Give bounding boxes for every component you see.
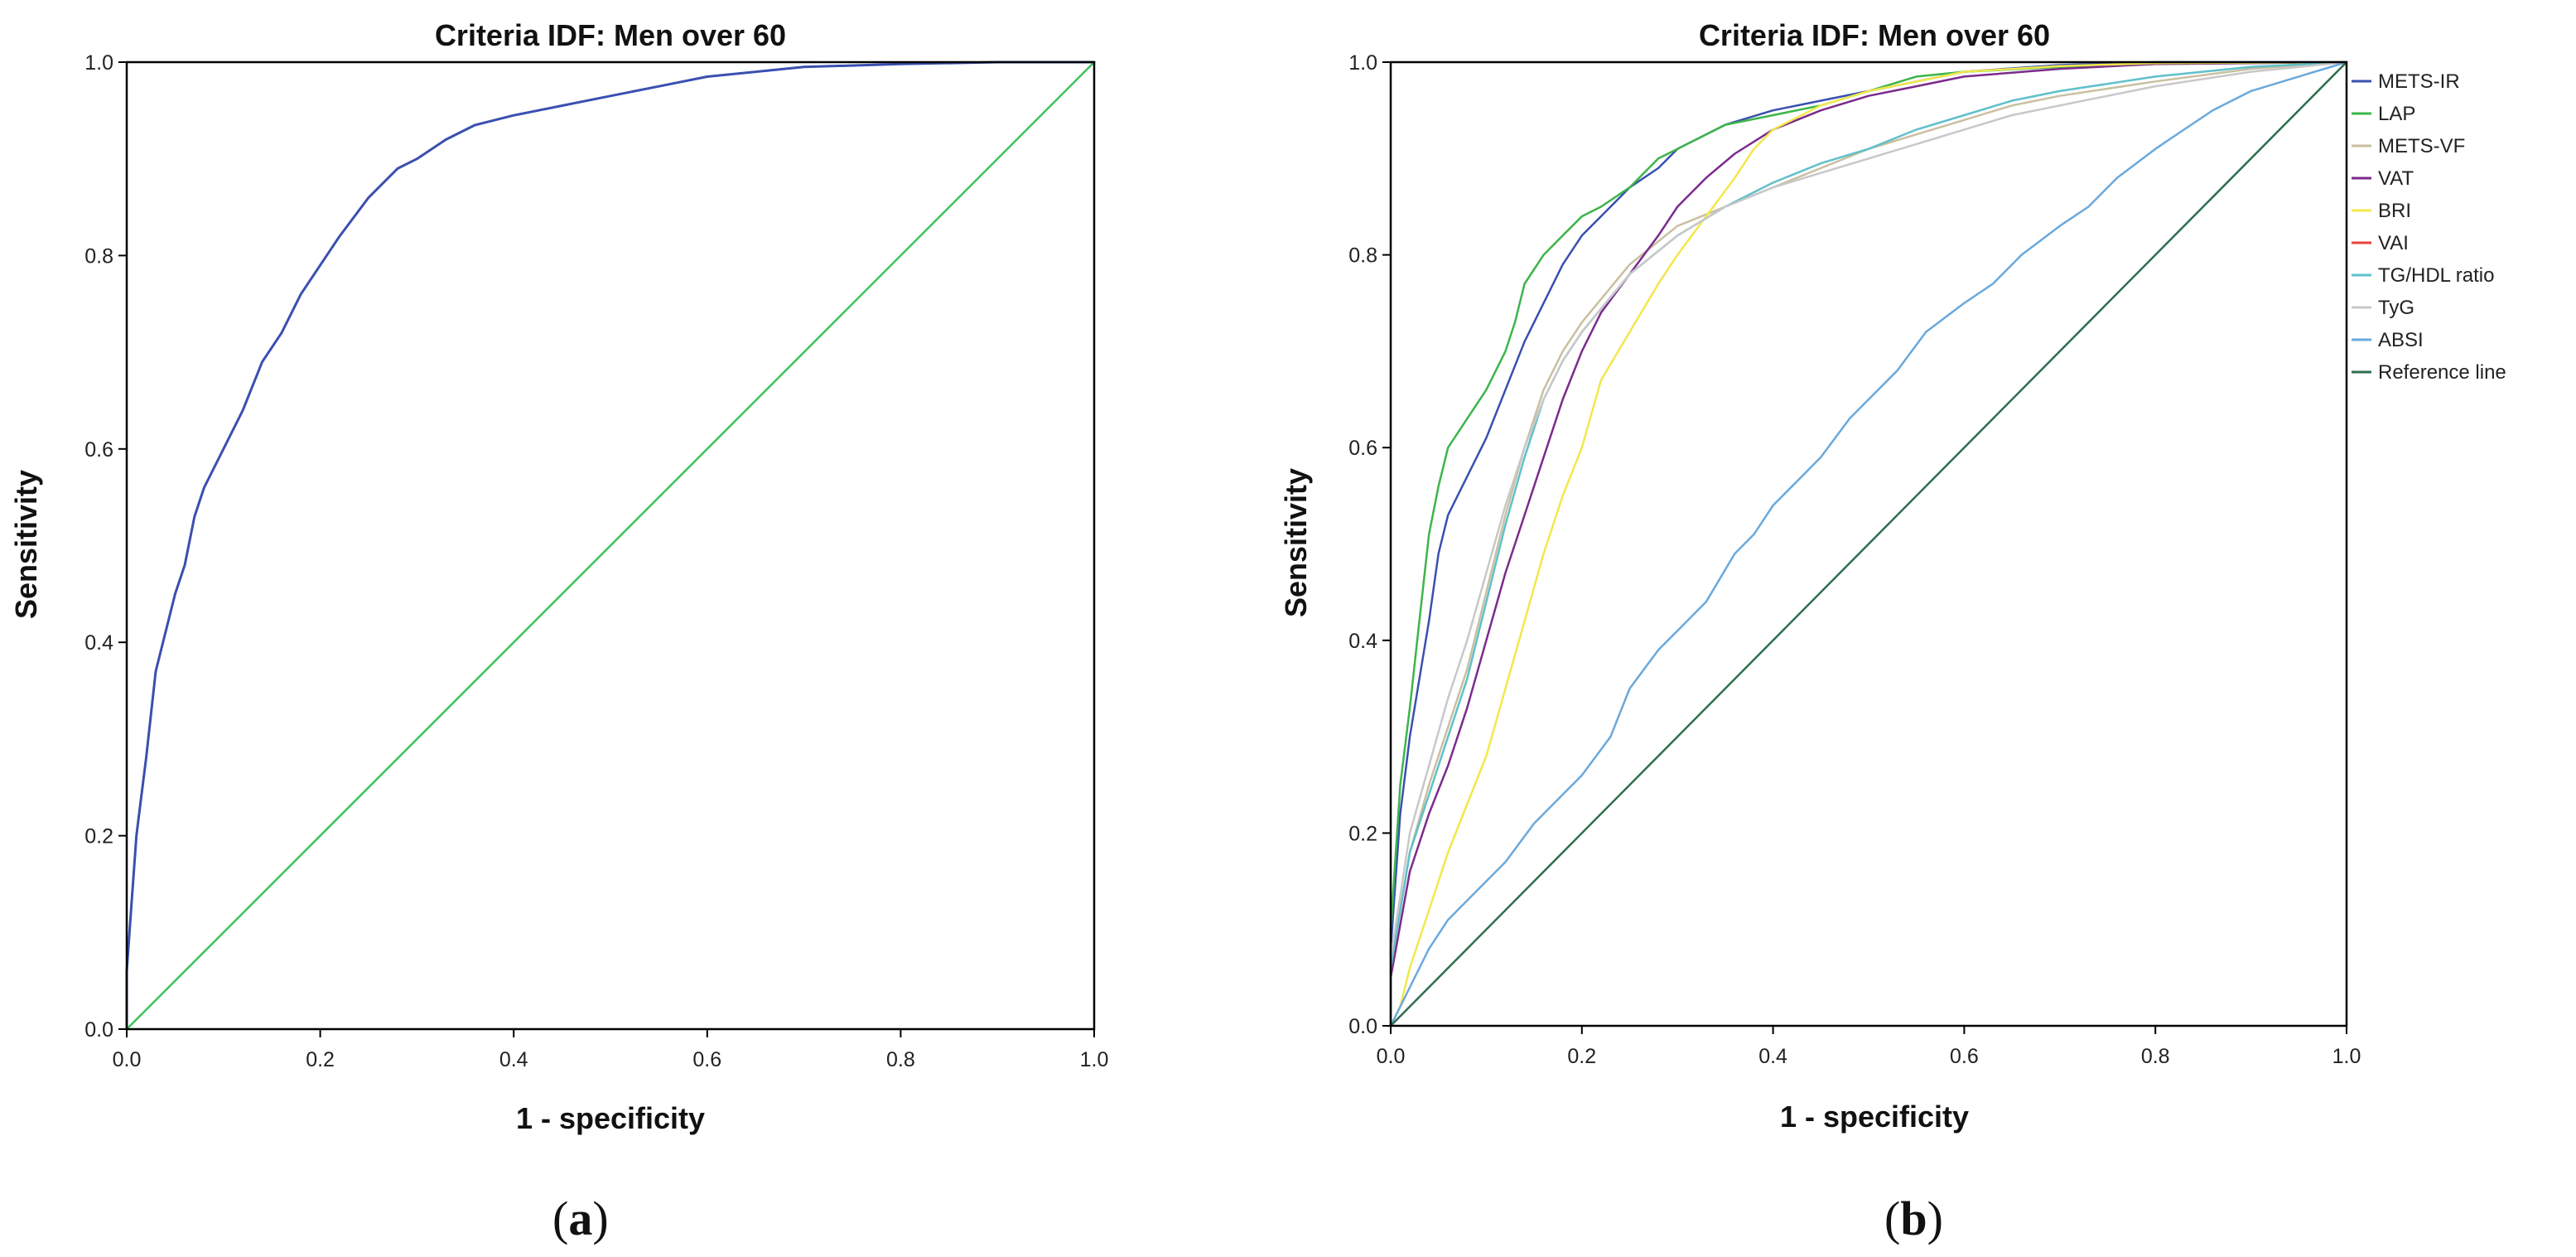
chart-a-xlabel: 1 - specificity [516, 1101, 705, 1135]
legend-label: Reference line [2378, 361, 2506, 384]
chart-b-xtick-label: 1.0 [2332, 1045, 2361, 1068]
legend-label: VAT [2378, 167, 2414, 190]
chart-a-ytick-label: 0.6 [84, 438, 113, 462]
legend-label: TG/HDL ratio [2378, 264, 2494, 287]
chart-a-series-reference-line [125, 60, 1096, 1031]
chart-a: 0.0 0.2 0.4 0.6 0.8 1.0 0.0 0.2 0.4 0.6 0.8 1.0 [84, 51, 1108, 1071]
chart-b-series-vat [1389, 60, 2348, 1027]
caption-b: (b) [1884, 1192, 1943, 1245]
chart-b-xtick-label: 0.8 [2141, 1045, 2170, 1068]
caption-a-open: ( [552, 1192, 568, 1245]
chart-b-series-lap [1389, 60, 2348, 1027]
chart-b-ytick-label: 0.6 [1348, 437, 1377, 460]
chart-b-ytick-label: 0.8 [1348, 244, 1377, 268]
legend-label: METS-IR [2378, 70, 2460, 93]
chart-b-ytick-label: 0.4 [1348, 630, 1377, 653]
chart-b-series-tyg [1389, 60, 2348, 1027]
chart-b-ytick-label: 0.2 [1348, 822, 1377, 845]
caption-a-close: ) [592, 1192, 608, 1245]
legend-label: METS-VF [2378, 135, 2465, 157]
chart-a-frame [125, 60, 1096, 1031]
chart-a-xtick-label: 0.6 [692, 1048, 721, 1071]
chart-b-xtick-label: 0.0 [1377, 1045, 1406, 1068]
chart-b-xtick-label: 0.2 [1567, 1045, 1596, 1068]
chart-b-ytick-label: 0.0 [1348, 1015, 1377, 1038]
chart-a-series-roc-curve [125, 60, 1096, 1031]
legend-label: VAI [2378, 232, 2409, 254]
chart-b-xtick-label: 0.4 [1758, 1045, 1787, 1068]
chart-b-xlabel: 1 - specificity [1780, 1100, 1969, 1134]
chart-a-xtick-label: 0.4 [499, 1048, 528, 1071]
chart-b-legend: METS-IR LAP METS-VF VAT BRI VAI TG/HDL ratio Ty… [2352, 70, 2506, 384]
caption-a-letter: a [568, 1192, 592, 1245]
caption-a: (a) [552, 1192, 609, 1245]
chart-a-xtick-label: 0.2 [306, 1048, 335, 1071]
chart-b-series-mets-vf [1389, 60, 2348, 1027]
chart-a-title: Criteria IDF: Men over 60 [435, 18, 786, 52]
chart-a-ytick-label: 1.0 [84, 51, 113, 75]
chart-b-frame [1389, 60, 2348, 1027]
chart-a-ytick-label: 0.2 [84, 825, 113, 848]
caption-b-close: ) [1927, 1192, 1943, 1245]
chart-b-ylabel: Sensitivity [1279, 468, 1313, 617]
chart-b-series-bri [1389, 60, 2348, 1027]
chart-b-series-absi [1389, 60, 2348, 1027]
legend-label: TyG [2378, 297, 2414, 319]
chart-a-xtick-label: 0.8 [886, 1048, 915, 1071]
chart-a-xtick-label: 0.0 [113, 1048, 142, 1071]
chart-a-ytick-label: 0.8 [84, 244, 113, 268]
chart-b: 0.0 0.2 0.4 0.6 0.8 1.0 0.0 0.2 0.4 0.6 0.8 1.0 METS… [1348, 51, 2506, 1068]
chart-a-xtick-label: 1.0 [1080, 1048, 1109, 1071]
legend-label: LAP [2378, 103, 2415, 125]
chart-b-series-reference-line [1389, 60, 2348, 1027]
plot-layer: 0.0 0.2 0.4 0.6 0.8 1.00.00.20.40.60.81.00.0 0… [84, 51, 2506, 1071]
caption-b-letter: b [1900, 1192, 1927, 1245]
caption-b-open: ( [1884, 1192, 1900, 1245]
chart-b-xtick-label: 0.6 [1950, 1045, 1979, 1068]
chart-a-ytick-label: 0.0 [84, 1018, 113, 1042]
chart-b-title: Criteria IDF: Men over 60 [1699, 18, 2050, 52]
legend-label: ABSI [2378, 329, 2424, 351]
legend-label: BRI [2378, 200, 2411, 222]
chart-a-ytick-label: 0.4 [84, 631, 113, 655]
chart-b-ytick-label: 1.0 [1348, 51, 1377, 75]
chart-a-ylabel: Sensitivity [9, 470, 43, 619]
